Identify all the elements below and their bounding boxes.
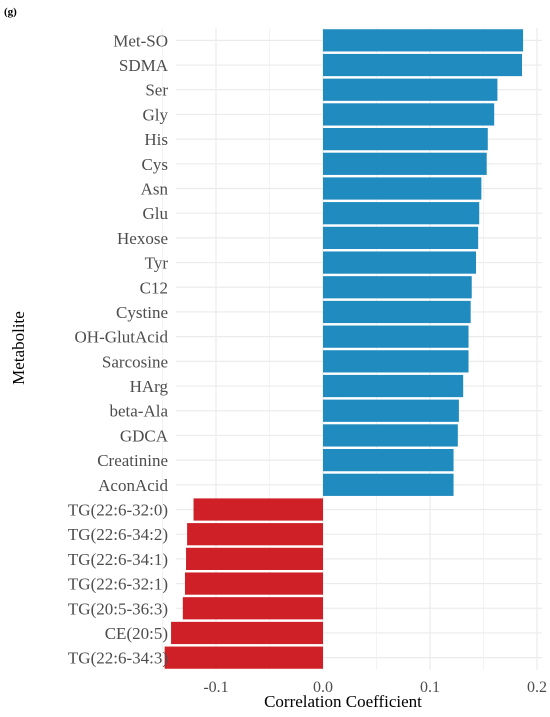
bar-TG(22:6-34:3) — [164, 646, 323, 669]
bar-Creatinine — [323, 449, 454, 472]
y-tick-label: beta-Ala — [109, 402, 168, 421]
bar-SDMA — [323, 53, 523, 77]
y-tick-label: Sarcosine — [102, 352, 168, 371]
bar-Tyr — [323, 251, 477, 274]
bar-Asn — [323, 177, 482, 200]
bar-TG(20:5-36:3) — [182, 597, 323, 620]
y-tick-label: AconAcid — [98, 476, 168, 495]
y-tick-label: TG(22:6-34:1) — [68, 550, 168, 569]
y-tick-label: Met-SO — [113, 31, 168, 50]
bars — [164, 29, 524, 669]
y-tick-label: Asn — [141, 180, 169, 199]
x-tick-label: 0.0 — [313, 679, 333, 696]
y-tick-label: Ser — [145, 81, 168, 100]
y-tick-label: Hexose — [117, 229, 168, 248]
bar-HArg — [323, 374, 464, 398]
bar-AconAcid — [323, 473, 454, 496]
bar-His — [323, 128, 488, 151]
bar-TG(22:6-32:1) — [184, 572, 323, 595]
bar-Cys — [323, 152, 487, 175]
y-tick-label: Cys — [142, 155, 168, 174]
y-tick-label: Cystine — [116, 303, 168, 322]
x-tick-label: 0.1 — [420, 679, 440, 696]
y-tick-label: TG(20:5-36:3) — [68, 599, 168, 618]
y-tick-label: His — [144, 130, 168, 149]
y-tick-labels: Met-SO SDMA Ser Gly His Cys Asn Glu Hexose Tyr C12… — [68, 31, 169, 667]
bar-TG(22:6-34:1) — [186, 547, 323, 570]
bar-GDCA — [323, 424, 458, 447]
bar-TG(22:6-34:2) — [187, 523, 323, 546]
bar-Glu — [323, 202, 480, 225]
y-tick-label: C12 — [140, 278, 168, 297]
bar-C12 — [323, 276, 472, 299]
bar-Gly — [323, 103, 495, 126]
bar-Ser — [323, 78, 498, 101]
bar-TG(22:6-32:0) — [193, 498, 323, 521]
bar-Hexose — [323, 226, 479, 249]
y-tick-label: TG(22:6-32:1) — [68, 575, 168, 594]
panel-label: (g) — [4, 6, 17, 18]
bar-CE(20:5) — [171, 621, 323, 645]
y-tick-label: OH-GlutAcid — [75, 328, 169, 347]
bar-beta-Ala — [323, 399, 459, 422]
y-tick-label: Glu — [143, 204, 169, 223]
bar-Cystine — [323, 300, 471, 324]
y-axis-title: Metabolite — [9, 311, 28, 385]
y-tick-label: SDMA — [119, 56, 169, 75]
bar-Met-SO — [323, 29, 524, 52]
bar-OH-GlutAcid — [323, 325, 469, 348]
y-tick-label: Tyr — [145, 254, 169, 273]
bar-Sarcosine — [323, 350, 469, 373]
x-tick-label: 0.2 — [527, 679, 547, 696]
y-tick-label: Creatinine — [97, 451, 168, 470]
y-tick-label: TG(22:6-34:2) — [68, 525, 168, 544]
y-tick-label: HArg — [130, 377, 169, 396]
y-tick-label: TG(22:6-34:3) — [68, 649, 168, 668]
x-tick-label: -0.1 — [203, 679, 228, 696]
x-tick-labels: -0.1 0.0 0.1 0.2 — [203, 679, 547, 696]
y-tick-label: TG(22:6-32:0) — [68, 501, 168, 520]
x-axis-title: Correlation Coefficient — [264, 692, 422, 711]
y-tick-label: CE(20:5) — [105, 624, 168, 643]
y-tick-label: GDCA — [120, 426, 169, 445]
y-tick-label: Gly — [143, 105, 169, 124]
